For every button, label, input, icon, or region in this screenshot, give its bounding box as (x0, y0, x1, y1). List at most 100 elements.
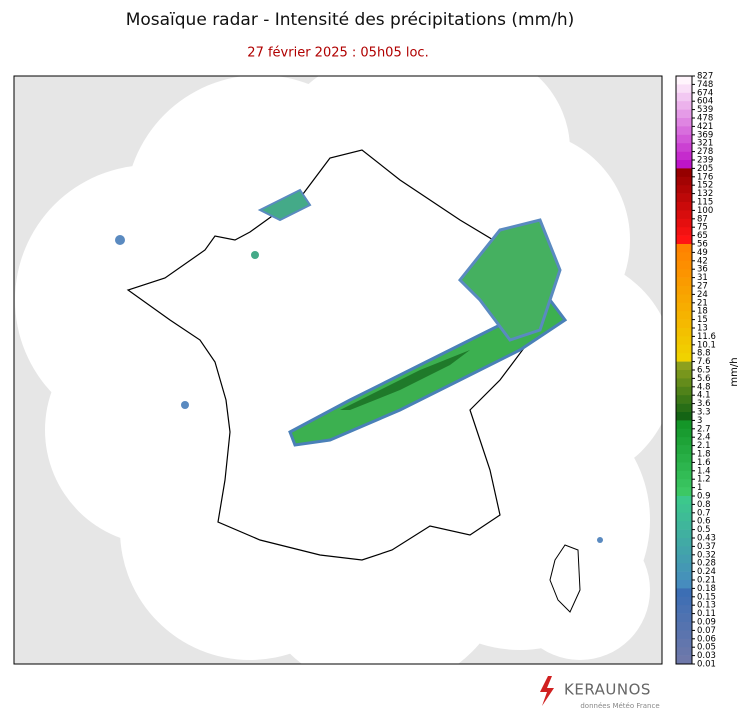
colorbar-tick-label: 132 (697, 189, 713, 199)
colorbar-segment (676, 76, 692, 85)
colorbar-tick-label: 0.15 (697, 592, 716, 602)
colorbar-tick-label: 674 (697, 88, 713, 98)
colorbar-segment (676, 470, 692, 480)
colorbar-segment (676, 235, 692, 245)
colorbar-tick-label: 827 (697, 72, 713, 82)
colorbar-segment (676, 605, 692, 614)
logo-icon (540, 676, 554, 706)
colorbar-segment (676, 445, 692, 455)
colorbar-tick-label: 2.1 (697, 441, 711, 451)
colorbar-tick-label: 0.21 (697, 576, 716, 586)
colorbar-segment (676, 386, 692, 396)
colorbar-tick-label: 0.06 (697, 634, 716, 644)
colorbar-tick-label: 65 (697, 231, 708, 241)
colorbar-tick-label: 11.6 (697, 332, 716, 342)
colorbar-tick-label: 0.13 (697, 601, 716, 611)
subtitle: 27 février 2025 : 05h05 loc. (247, 46, 428, 61)
colorbar-tick-label: 0.5 (697, 525, 711, 535)
colorbar-tick-label: 27 (697, 282, 708, 292)
title: Mosaïque radar - Intensité des précipita… (126, 10, 575, 30)
colorbar-segment (676, 176, 692, 186)
colorbar-tick-label: 0.43 (697, 534, 716, 544)
corsica-outline (549, 544, 581, 613)
colorbar-segment (676, 571, 692, 581)
colorbar-segment (676, 521, 692, 530)
colorbar-tick-label: 0.9 (697, 492, 711, 502)
colorbar-segment (676, 546, 692, 556)
colorbar-segment (676, 538, 692, 547)
colorbar-tick-label: 2.7 (697, 424, 711, 434)
colorbar-tick-label: 4.1 (697, 391, 711, 401)
colorbar-segment (676, 353, 692, 362)
colorbar-segment (676, 294, 692, 304)
precipitation (115, 188, 603, 543)
colorbar-tick-label: 0.8 (697, 500, 711, 510)
colorbar: 8277486746045394784213693212782392051761… (675, 72, 716, 670)
colorbar-tick-label: 4.8 (697, 382, 711, 392)
colorbar-segment (676, 210, 692, 220)
colorbar-tick-label: 0.09 (697, 618, 716, 628)
colorbar-tick-label: 0.32 (697, 550, 716, 560)
colorbar-tick-label: 3.6 (697, 399, 711, 409)
colorbar-segment (676, 504, 692, 514)
colorbar-segment (676, 512, 692, 522)
colorbar-tick-label: 31 (697, 273, 708, 283)
colorbar-segment (676, 92, 692, 102)
colorbar-tick-label: 0.11 (697, 609, 716, 619)
colorbar-tick-label: 5.6 (697, 374, 711, 384)
colorbar-segment (676, 260, 692, 270)
colorbar-tick-label: 49 (697, 248, 708, 258)
colorbar-tick-label: 0.07 (697, 626, 716, 636)
colorbar-segment (676, 529, 692, 539)
colorbar-tick-label: 24 (697, 290, 708, 300)
colorbar-segment (676, 462, 692, 472)
colorbar-tick-label: 1.4 (697, 466, 711, 476)
colorbar-tick-label: 15 (697, 315, 708, 325)
colorbar-tick-label: 152 (697, 181, 713, 191)
colorbar-segment (676, 126, 692, 136)
colorbar-tick-label: 176 (697, 172, 713, 182)
colorbar-segment (676, 378, 692, 388)
colorbar-tick-label: 3 (697, 416, 702, 426)
colorbar-tick-label: 0.05 (697, 643, 716, 653)
colorbar-segment (676, 143, 692, 152)
colorbar-segment (676, 370, 692, 379)
colorbar-tick-label: 100 (697, 206, 713, 216)
colorbar-tick-label: 6.5 (697, 366, 711, 376)
colorbar-segment (676, 84, 692, 94)
colorbar-segment (676, 479, 692, 488)
colorbar-segment (676, 403, 692, 413)
colorbar-segment (676, 428, 692, 438)
colorbar-tick-label: 87 (697, 214, 708, 224)
colorbar-segment (676, 101, 692, 110)
colorbar-segment (676, 193, 692, 203)
colorbar-tick-label: 1.6 (697, 458, 711, 468)
colorbar-segment (676, 638, 692, 648)
colorbar-segment (676, 328, 692, 337)
colorbar-segment (676, 613, 692, 623)
colorbar-tick-label: 604 (697, 97, 713, 107)
colorbar-tick-label: 7.6 (697, 357, 711, 367)
colorbar-segment (676, 185, 692, 194)
colorbar-tick-label: 10.1 (697, 340, 716, 350)
colorbar-segment (676, 437, 692, 446)
colorbar-label: mm/h (729, 357, 740, 386)
colorbar-segment (676, 218, 692, 228)
colorbar-tick-label: 3.3 (697, 408, 711, 418)
colorbar-tick-label: 0.03 (697, 651, 716, 661)
colorbar-segment (676, 160, 692, 169)
colorbar-segment (676, 487, 692, 497)
colorbar-segment (676, 630, 692, 640)
colorbar-tick-label: 239 (697, 156, 713, 166)
colorbar-tick-label: 115 (697, 198, 713, 208)
colorbar-segment (676, 202, 692, 211)
colorbar-segment (676, 496, 692, 505)
colorbar-segment (676, 319, 692, 329)
colorbar-tick-label: 21 (697, 298, 708, 308)
colorbar-segment (676, 454, 692, 463)
colorbar-segment (676, 647, 692, 656)
colorbar-tick-label: 0.18 (697, 584, 716, 594)
colorbar-segment (676, 395, 692, 404)
brand: KERAUNOS (564, 681, 651, 699)
colorbar-tick-label: 56 (697, 240, 708, 250)
